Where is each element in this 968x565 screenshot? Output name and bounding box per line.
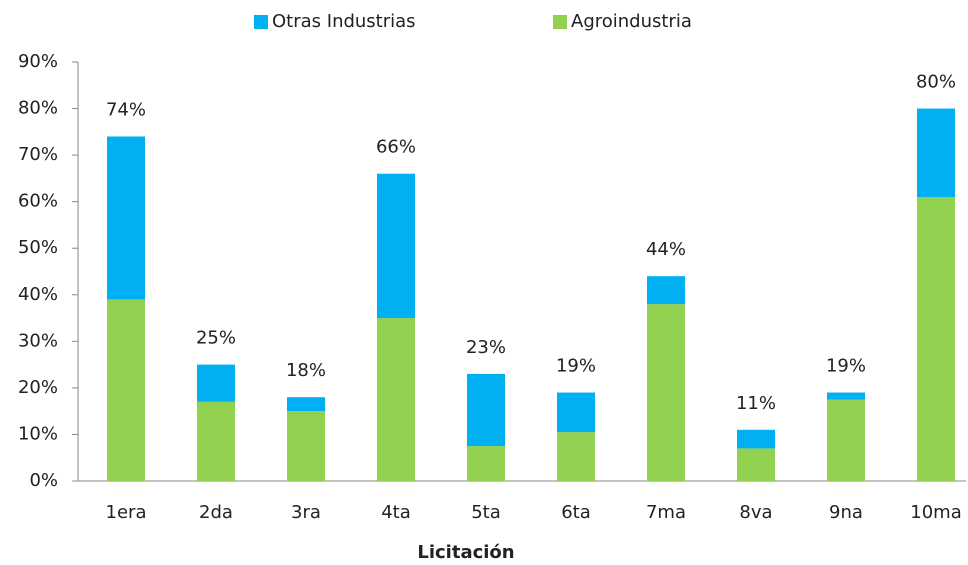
x-tick-label: 10ma [910,502,961,523]
data-label: 18% [286,360,326,381]
x-tick-label: 5ta [471,502,501,523]
x-tick-label: 9na [829,502,863,523]
data-label: 44% [646,239,686,260]
bar-segment [197,364,235,402]
y-tick-label: 10% [18,423,58,444]
bar-segment [827,399,865,481]
y-tick-label: 20% [18,377,58,398]
x-tick-label: 1era [106,502,147,523]
legend-swatch [254,15,268,29]
legend-swatch [553,15,567,29]
x-tick-label: 3ra [291,502,321,523]
bar-segment [737,448,775,481]
data-label: 19% [556,356,596,377]
x-tick-label: 8va [739,502,772,523]
data-label: 66% [376,137,416,158]
x-tick-label: 2da [199,502,233,523]
y-tick-label: 90% [18,51,58,72]
y-tick-label: 70% [18,144,58,165]
y-tick-label: 60% [18,191,58,212]
legend-label: Agroindustria [571,11,692,32]
bar-segment [737,429,775,449]
data-label: 25% [196,328,236,349]
bar-segment [107,136,145,300]
x-tick-label: 7ma [646,502,686,523]
x-tick-label: 4ta [381,502,411,523]
bar-segment [467,373,505,447]
bar-segment [827,392,865,400]
bar-segment [287,411,325,481]
bar-segment [557,392,595,433]
bar-segment [197,401,235,481]
y-tick-label: 30% [18,330,58,351]
bar-segment [287,397,325,412]
x-axis-title: Licitación [417,542,514,563]
legend-label: Otras Industrias [272,11,416,32]
y-tick-label: 0% [29,470,58,491]
bar-segment [107,299,145,481]
bar-segment [647,304,685,481]
bar-segment [647,276,685,305]
data-label: 74% [106,99,146,120]
data-label: 11% [736,393,776,414]
bar-segment [917,108,955,198]
y-tick-label: 80% [18,98,58,119]
bar-segment [917,197,955,481]
bar-segment [377,173,415,319]
y-tick-label: 40% [18,284,58,305]
bar-segment [467,446,505,481]
data-label: 23% [466,337,506,358]
data-label: 19% [826,356,866,377]
bar-segment [377,318,415,481]
x-tick-label: 6ta [561,502,591,523]
y-tick-label: 50% [18,237,58,258]
bar-segment [557,432,595,481]
data-label: 80% [916,72,956,93]
